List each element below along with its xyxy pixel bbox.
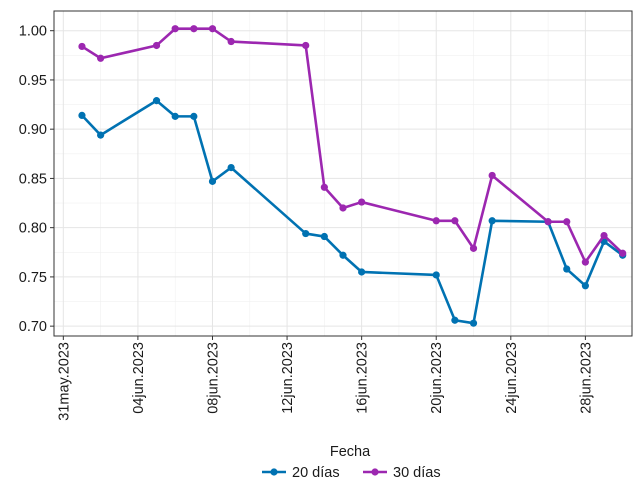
legend-swatch-point	[270, 468, 278, 476]
data-point	[488, 217, 496, 225]
data-point	[97, 54, 105, 62]
panel-border	[53, 10, 633, 337]
data-point	[581, 282, 589, 290]
data-point	[97, 131, 105, 139]
data-point	[563, 265, 571, 273]
x-tick-label: 16jun.2023	[355, 342, 371, 414]
data-point	[600, 231, 608, 240]
data-point	[190, 112, 198, 120]
data-point	[227, 37, 235, 46]
data-point	[432, 271, 440, 279]
legend-label: 20 días	[292, 465, 340, 479]
x-tick-label: 28jun.2023	[578, 342, 594, 414]
data-point	[544, 218, 552, 226]
data-point	[320, 183, 328, 191]
data-point	[78, 111, 86, 119]
x-tick-label: 24jun.2023	[504, 342, 520, 414]
y-tick-label: 1.00	[19, 24, 47, 40]
data-point	[488, 171, 496, 180]
data-point	[152, 41, 161, 50]
data-point	[227, 163, 235, 172]
y-tick-label: 0.95	[19, 73, 47, 89]
series-layer	[78, 25, 627, 327]
axes: 0.70 0.75 0.80 0.85 0.90 0.95 1.00 31may.2023 04…	[19, 24, 595, 421]
data-point	[171, 25, 179, 33]
data-point	[171, 112, 179, 120]
data-point	[208, 177, 217, 185]
data-point	[432, 217, 440, 225]
data-point	[358, 198, 366, 206]
data-point	[302, 41, 310, 50]
data-point	[339, 251, 347, 259]
x-tick-label: 12jun.2023	[280, 342, 296, 414]
x-tick-label: 20jun.2023	[429, 342, 445, 414]
data-point	[208, 25, 217, 33]
data-point	[190, 25, 198, 33]
data-point	[619, 249, 627, 257]
data-point	[302, 229, 310, 238]
data-point	[358, 268, 366, 276]
x-tick-label: 08jun.2023	[205, 342, 221, 414]
data-point	[451, 316, 459, 324]
y-tick-label: 0.75	[19, 270, 47, 286]
y-tick-label: 0.80	[19, 221, 47, 237]
data-point	[469, 319, 478, 327]
legend-swatch-point	[371, 468, 379, 476]
data-point	[451, 217, 459, 225]
data-point	[469, 244, 478, 252]
data-point	[563, 218, 571, 226]
data-point	[78, 42, 86, 51]
y-tick-label: 0.90	[19, 122, 47, 138]
y-tick-label: 0.70	[19, 319, 47, 335]
data-point	[339, 204, 347, 212]
data-point	[581, 258, 589, 266]
legend-label: 30 días	[393, 465, 441, 479]
legend: Fecha 20 días 30 días	[262, 444, 441, 481]
y-tick-label: 0.85	[19, 171, 47, 187]
grid	[54, 11, 632, 336]
legend-title: Fecha	[330, 444, 371, 460]
x-tick-label: 31may.2023	[56, 342, 72, 421]
x-tick-label: 04jun.2023	[131, 342, 147, 414]
data-point	[320, 232, 328, 241]
data-point	[152, 97, 161, 105]
